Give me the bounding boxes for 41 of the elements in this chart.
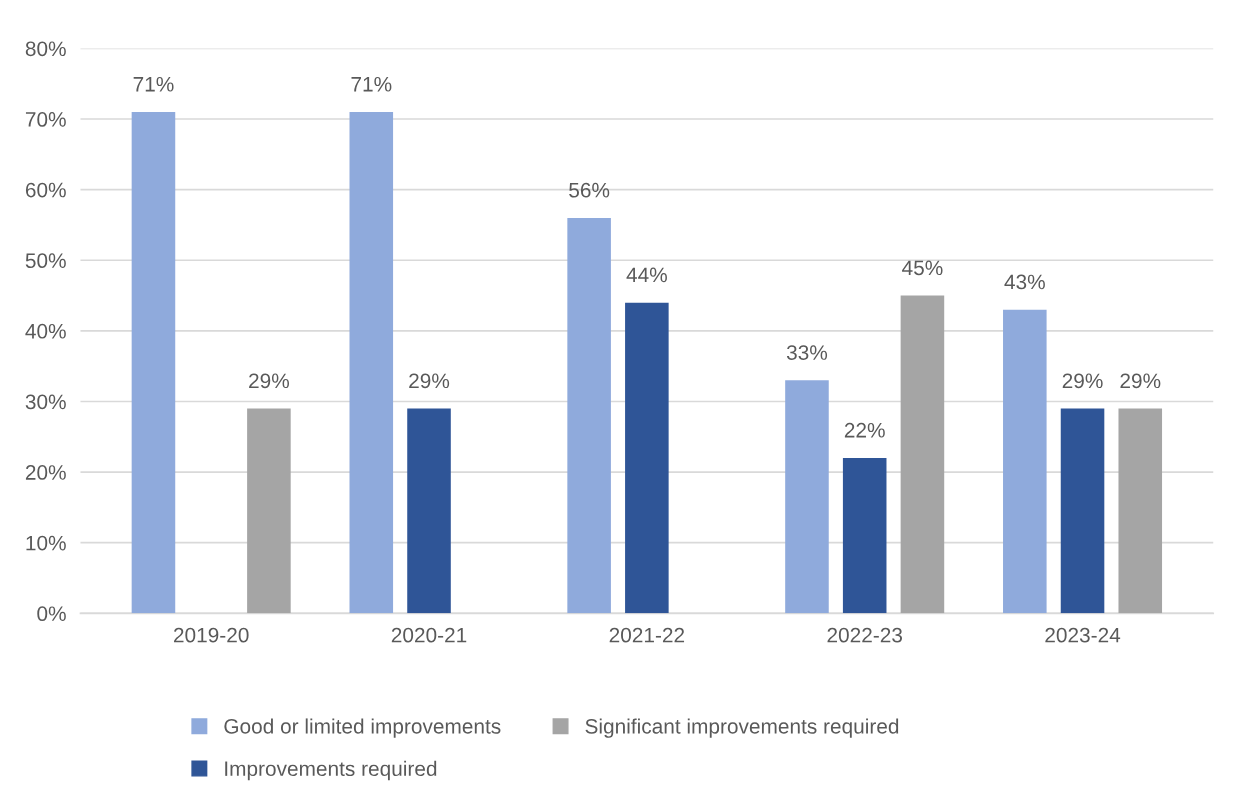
data-label: 29% (1120, 373, 1161, 389)
data-label: 29% (1062, 373, 1103, 389)
data-label: 43% (1004, 274, 1045, 290)
y-tick-label: 70% (25, 112, 66, 127)
data-label: 56% (569, 182, 610, 198)
bar (625, 302, 669, 614)
bar (1118, 408, 1163, 614)
legend-label: Significant improvements required (585, 718, 899, 738)
y-tick-label: 30% (25, 394, 66, 410)
data-label: 29% (249, 373, 290, 389)
data-label: 71% (351, 76, 392, 92)
data-label: 22% (844, 422, 885, 438)
bar (900, 295, 945, 614)
bar (785, 380, 829, 614)
bar (349, 111, 394, 614)
bar (567, 217, 611, 614)
legend-label: Good or limited improvements (224, 718, 501, 738)
x-tick-label: 2021-22 (609, 627, 685, 643)
bar (842, 457, 887, 614)
x-tick-label: 2023-24 (1045, 627, 1121, 643)
bar (1003, 309, 1047, 614)
y-tick-label: 50% (25, 253, 66, 269)
y-tick-label: 60% (25, 182, 66, 198)
y-tick-label: 0% (37, 606, 66, 622)
x-tick-label: 2020-21 (391, 627, 467, 643)
y-tick-label: 40% (25, 323, 66, 339)
x-tick-label: 2019-20 (174, 627, 249, 643)
y-tick-label: 80% (25, 41, 66, 57)
bar (131, 111, 176, 614)
y-tick-label: 10% (26, 535, 66, 551)
legend-label: Improvements required (225, 760, 437, 781)
x-tick-label: 2022-23 (827, 627, 903, 643)
bar (407, 408, 451, 614)
bar (247, 408, 291, 614)
y-tick-label: 20% (25, 465, 66, 480)
data-label: 33% (786, 345, 828, 360)
data-label: 44% (626, 267, 667, 283)
data-label: 45% (902, 260, 943, 276)
data-label: 29% (409, 373, 450, 389)
bar (1060, 408, 1105, 614)
data-label: 71% (133, 76, 174, 92)
